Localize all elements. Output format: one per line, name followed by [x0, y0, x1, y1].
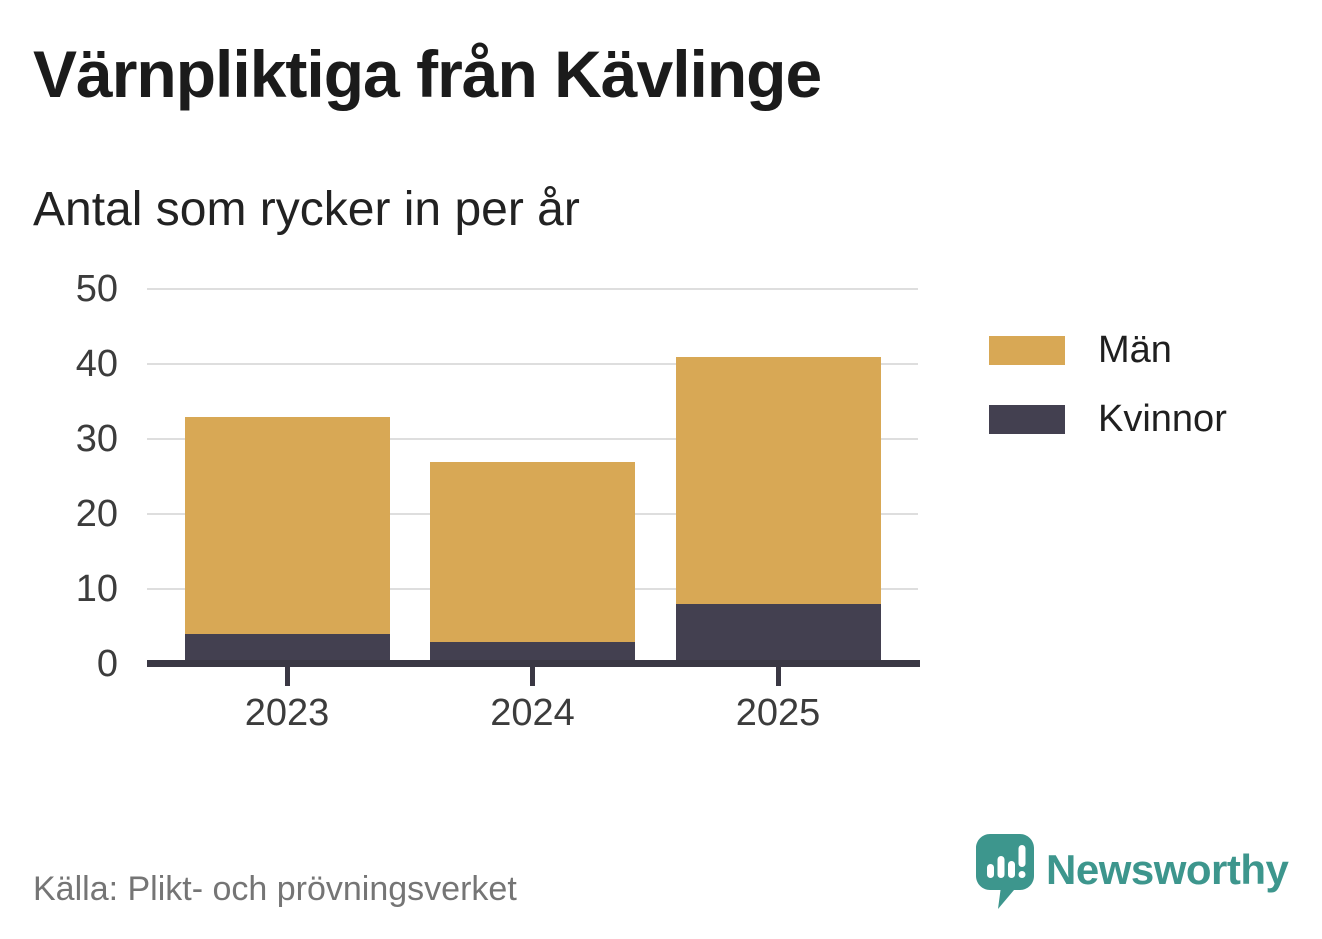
y-axis-label-30: 30 [75, 418, 118, 460]
legend-swatch [989, 336, 1065, 365]
x-axis-label-2023: 2023 [244, 692, 330, 734]
gridline-y-30 [147, 438, 918, 440]
bar-2023-kvinnor [184, 634, 390, 664]
chart-subtitle: Antal som rycker in per år [33, 183, 580, 236]
y-axis-label-0: 0 [96, 643, 118, 685]
bar-2025-man [675, 356, 881, 604]
legend-item-kvinnor: Kvinnor [989, 398, 1227, 441]
chart-title: Värnpliktiga från Kävlinge [33, 37, 822, 111]
y-axis-label-20: 20 [75, 493, 118, 535]
x-tick-2023 [284, 667, 290, 686]
source-note: Källa: Plikt- och prövningsverket [33, 870, 517, 908]
plot-area [147, 288, 918, 664]
legend-item-män: Män [989, 329, 1227, 372]
newsworthy-wordmark: Newsworthy [1046, 846, 1289, 893]
bar-2025-kvinnor [675, 604, 881, 664]
legend: Män Kvinnor [989, 329, 1227, 467]
y-axis-label-50: 50 [75, 268, 118, 310]
x-axis-label-2024: 2024 [490, 692, 575, 734]
gridline-y-40 [147, 363, 918, 365]
bar-2023-man [184, 416, 390, 634]
x-tick-2024 [530, 667, 535, 686]
legend-label: Kvinnor [1098, 398, 1227, 440]
y-axis-label-40: 40 [75, 343, 118, 385]
bar-2024-man [430, 461, 635, 642]
y-axis-label-10: 10 [75, 568, 118, 610]
x-tick-2025 [775, 667, 781, 686]
bar-2024-kvinnor [430, 641, 635, 664]
legend-swatch [989, 405, 1065, 434]
newsworthy-speech-bubble-bar-chart-icon [976, 834, 1034, 909]
x-axis-line [147, 660, 920, 667]
legend-label: Män [1098, 329, 1172, 371]
x-axis-label-2025: 2025 [735, 692, 821, 734]
gridline-y-50 [147, 288, 918, 290]
newsworthy-logo: Newsworthy [976, 834, 1289, 910]
